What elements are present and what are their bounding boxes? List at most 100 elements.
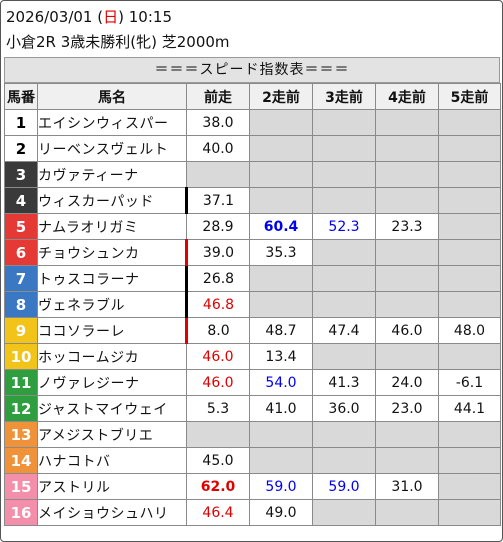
speed-index-cell — [312, 447, 376, 474]
speed-index-cell — [438, 187, 501, 214]
speed-index-cell — [249, 187, 313, 214]
table-title: ＝＝＝スピード指数表＝＝＝ — [4, 57, 500, 83]
speed-index-cell: 44.1 — [438, 395, 501, 422]
speed-index-cell — [438, 213, 501, 240]
speed-index-cell — [312, 265, 376, 292]
speed-index-cell: 23.3 — [375, 213, 439, 240]
horse-number: 5 — [4, 213, 38, 240]
speed-index-cell — [375, 161, 439, 188]
speed-index-cell — [375, 109, 439, 136]
speed-index-cell — [438, 473, 501, 500]
speed-index-cell: 54.0 — [249, 369, 313, 396]
speed-index-cell — [375, 421, 439, 448]
speed-index-cell: 38.0 — [186, 109, 250, 136]
speed-index-cell: 41.3 — [312, 369, 376, 396]
horse-name: カヴァティーナ — [37, 161, 187, 188]
horse-name: リーベンスヴェルト — [37, 135, 187, 162]
speed-index-cell: -6.1 — [438, 369, 501, 396]
horse-number: 10 — [4, 343, 38, 370]
horse-name: ジャストマイウェイ — [37, 395, 187, 422]
speed-index-cell — [375, 447, 439, 474]
speed-index-cell — [186, 421, 250, 448]
horse-row: 5 ナムラオリガミ 28.9 60.4 52.3 23.3 — [4, 213, 501, 240]
speed-index-cell — [375, 239, 439, 266]
horse-number: 9 — [4, 317, 38, 344]
horse-row: 13 アメジストブリエ — [4, 421, 501, 448]
horse-name: ヴェネラブル — [37, 291, 187, 318]
speed-index-cell: 5.3 — [186, 395, 250, 422]
horse-name: ココソラーレ — [37, 317, 187, 344]
horse-number: 12 — [4, 395, 38, 422]
race-datetime: 2026/03/01 (日) 10:15 — [6, 7, 172, 27]
speed-index-cell — [249, 265, 313, 292]
horse-name: ノヴァレジーナ — [37, 369, 187, 396]
horse-row: 7 トゥスコラーナ 26.8 — [4, 265, 501, 292]
speed-index-cell — [249, 421, 313, 448]
speed-index-cell: 35.3 — [249, 239, 313, 266]
horse-number: 15 — [4, 473, 38, 500]
horse-row: 2 リーベンスヴェルト 40.0 — [4, 135, 501, 162]
speed-index-cell — [312, 291, 376, 318]
column-header-2-races-ago: 2走前 — [249, 83, 313, 110]
speed-index-cell — [438, 499, 501, 526]
column-header-4-races-ago: 4走前 — [375, 83, 439, 110]
speed-index-cell — [249, 135, 313, 162]
speed-index-cell: 62.0 — [186, 473, 250, 500]
speed-index-cell — [438, 343, 501, 370]
speed-index-cell — [438, 239, 501, 266]
speed-index-cell: 31.0 — [375, 473, 439, 500]
horse-name: トゥスコラーナ — [37, 265, 187, 292]
column-header-number: 馬番 — [4, 83, 38, 110]
horse-row: 4 ウィスカーパッド 37.1 — [4, 187, 501, 214]
speed-index-cell: 52.3 — [312, 213, 376, 240]
speed-index-cell: 40.0 — [186, 135, 250, 162]
horse-number: 14 — [4, 447, 38, 474]
speed-index-cell: 8.0 — [185, 317, 250, 344]
horse-name: ウィスカーパッド — [37, 187, 187, 214]
speed-index-cell — [249, 447, 313, 474]
speed-index-cell: 46.0 — [186, 369, 250, 396]
speed-index-cell — [375, 265, 439, 292]
speed-index-cell — [438, 135, 501, 162]
speed-index-cell: 23.0 — [375, 395, 439, 422]
speed-index-cell: 59.0 — [312, 473, 376, 500]
table-header-row: 馬番 馬名 前走 2走前 3走前 4走前 5走前 — [4, 83, 501, 110]
speed-index-cell — [249, 161, 313, 188]
speed-index-cell — [375, 291, 439, 318]
speed-index-cell — [312, 109, 376, 136]
horse-name: エイシンウィスパー — [37, 109, 187, 136]
horse-name: アメジストブリエ — [37, 421, 187, 448]
speed-index-cell: 47.4 — [312, 317, 376, 344]
horse-row: 11 ノヴァレジーナ 46.0 54.0 41.3 24.0 -6.1 — [4, 369, 501, 396]
speed-index-cell — [249, 291, 313, 318]
speed-index-cell — [375, 187, 439, 214]
horse-name: ナムラオリガミ — [37, 213, 187, 240]
speed-index-cell: 60.4 — [249, 213, 313, 240]
speed-index-cell: 45.0 — [186, 447, 250, 474]
column-header-5-races-ago: 5走前 — [438, 83, 501, 110]
horse-number: 6 — [4, 239, 38, 266]
horse-number: 2 — [4, 135, 38, 162]
column-header-3-races-ago: 3走前 — [312, 83, 376, 110]
speed-index-cell — [312, 187, 376, 214]
speed-index-cell: 46.8 — [185, 291, 250, 318]
horse-row: 8 ヴェネラブル 46.8 — [4, 291, 501, 318]
race-time: 10:15 — [128, 8, 172, 26]
speed-index-cell — [375, 343, 439, 370]
horse-row: 10 ホッコームジカ 46.0 13.4 — [4, 343, 501, 370]
horse-name: メイショウシュハリ — [37, 499, 187, 526]
horse-number: 7 — [4, 265, 38, 292]
horse-name: チョウシュンカ — [37, 239, 187, 266]
column-header-name: 馬名 — [37, 83, 187, 110]
horse-row: 3 カヴァティーナ — [4, 161, 501, 188]
speed-index-cell — [312, 499, 376, 526]
speed-index-cell: 48.7 — [249, 317, 313, 344]
speed-index-cell — [438, 109, 501, 136]
speed-index-cell — [312, 135, 376, 162]
speed-index-cell: 36.0 — [312, 395, 376, 422]
horse-row: 12 ジャストマイウェイ 5.3 41.0 36.0 23.0 44.1 — [4, 395, 501, 422]
speed-index-cell: 46.0 — [375, 317, 439, 344]
speed-index-cell: 26.8 — [185, 265, 250, 292]
speed-index-cell: 24.0 — [375, 369, 439, 396]
speed-index-cell: 48.0 — [438, 317, 501, 344]
